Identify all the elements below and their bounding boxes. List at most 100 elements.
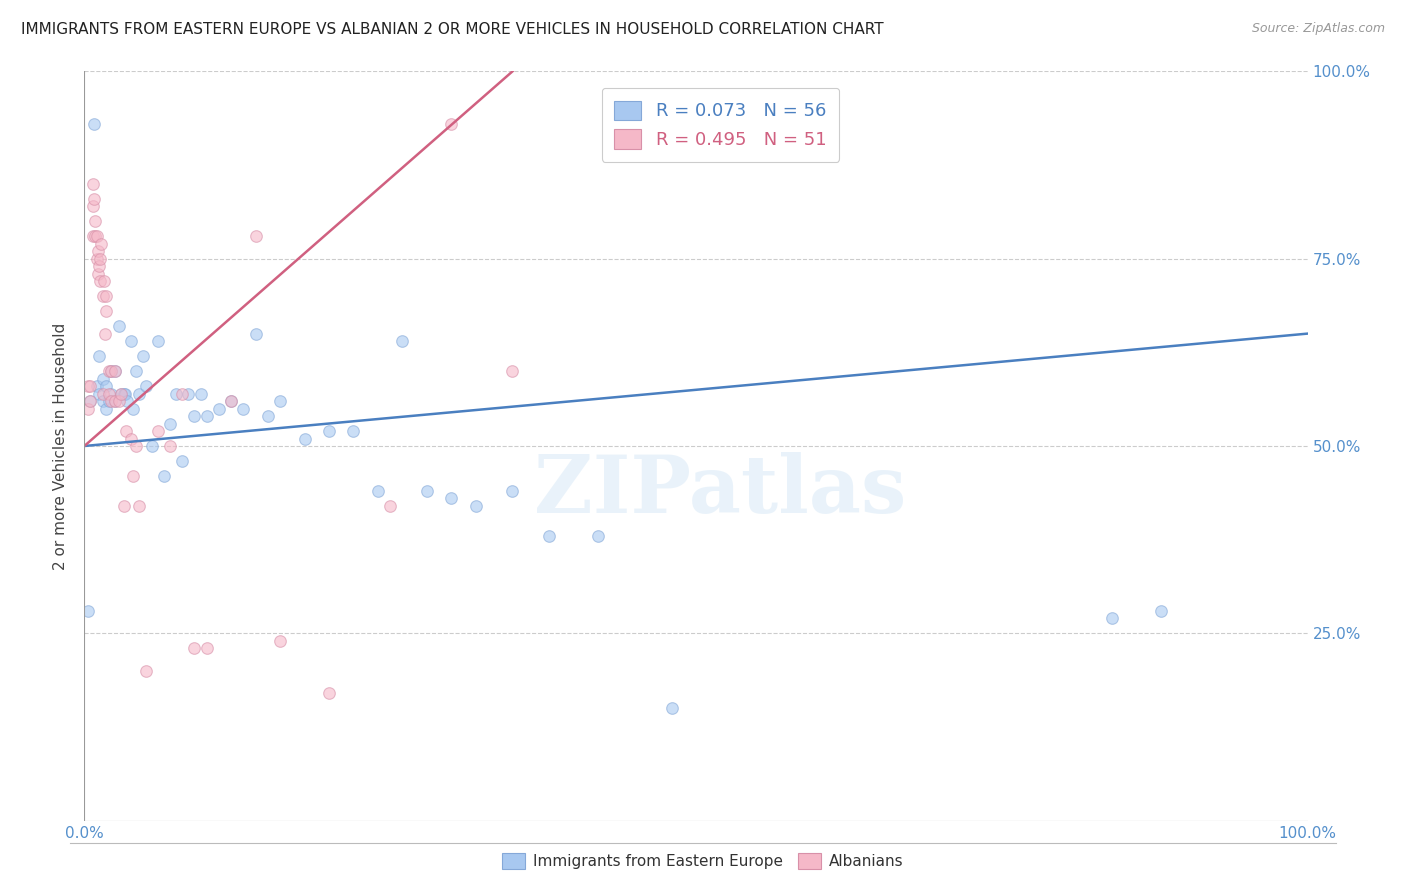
Point — [183, 641, 205, 656]
Point — [104, 364, 127, 378]
Point — [87, 386, 110, 401]
Point — [79, 394, 101, 409]
Point — [380, 499, 402, 513]
Point — [190, 386, 212, 401]
Point — [141, 439, 163, 453]
Point — [107, 394, 129, 409]
Point — [367, 483, 389, 498]
Point — [586, 529, 609, 543]
Point — [94, 326, 117, 341]
Point — [91, 289, 114, 303]
Point — [82, 229, 104, 244]
Point — [245, 326, 267, 341]
Point — [195, 641, 218, 656]
Point — [96, 289, 118, 303]
Point — [83, 192, 105, 206]
Point — [104, 364, 127, 378]
Point — [100, 364, 122, 378]
Text: ZIPatlas: ZIPatlas — [534, 452, 907, 530]
Point — [100, 386, 122, 401]
Point — [208, 401, 231, 416]
Point — [257, 409, 280, 423]
Point — [159, 417, 181, 431]
Point — [87, 259, 110, 273]
Point — [96, 379, 118, 393]
Point — [110, 386, 132, 401]
Point — [1101, 611, 1123, 625]
Point — [79, 394, 101, 409]
Point — [132, 349, 155, 363]
Point — [86, 229, 108, 244]
Point — [87, 267, 110, 281]
Point — [112, 386, 135, 401]
Point — [90, 236, 112, 251]
Point — [120, 334, 142, 348]
Point — [77, 401, 100, 416]
Point — [100, 394, 122, 409]
Point — [77, 604, 100, 618]
Point — [87, 349, 110, 363]
Point — [97, 394, 120, 409]
Point — [112, 499, 135, 513]
Point — [172, 386, 194, 401]
Point — [318, 424, 340, 438]
Point — [107, 319, 129, 334]
Point — [96, 304, 118, 318]
Point — [125, 364, 148, 378]
Point — [183, 409, 205, 423]
Point — [91, 394, 114, 409]
Point — [122, 469, 145, 483]
Point — [91, 371, 114, 385]
Point — [245, 229, 267, 244]
Point — [97, 386, 120, 401]
Point — [104, 394, 127, 409]
Point — [232, 401, 254, 416]
Point — [122, 401, 145, 416]
Point — [97, 364, 120, 378]
Y-axis label: 2 or more Vehicles in Household: 2 or more Vehicles in Household — [53, 322, 69, 570]
Point — [502, 483, 524, 498]
Point — [269, 633, 291, 648]
Point — [146, 334, 169, 348]
Point — [91, 386, 114, 401]
Point — [84, 214, 107, 228]
Point — [82, 199, 104, 213]
Point — [128, 499, 150, 513]
Point — [114, 386, 136, 401]
Point — [86, 252, 108, 266]
Point — [89, 274, 111, 288]
Point — [128, 386, 150, 401]
Point — [464, 499, 486, 513]
Point — [77, 379, 100, 393]
Point — [440, 491, 463, 506]
Text: IMMIGRANTS FROM EASTERN EUROPE VS ALBANIAN 2 OR MORE VEHICLES IN HOUSEHOLD CORRE: IMMIGRANTS FROM EASTERN EUROPE VS ALBANI… — [21, 22, 884, 37]
Point — [89, 252, 111, 266]
Point — [146, 424, 169, 438]
Point — [104, 394, 127, 409]
Point — [82, 177, 104, 191]
Legend: R = 0.073   N = 56, R = 0.495   N = 51: R = 0.073 N = 56, R = 0.495 N = 51 — [602, 88, 839, 162]
Point — [538, 529, 561, 543]
Point — [87, 244, 110, 259]
Text: Source: ZipAtlas.com: Source: ZipAtlas.com — [1251, 22, 1385, 36]
Point — [125, 439, 148, 453]
Point — [219, 394, 242, 409]
Point — [172, 454, 194, 468]
Point — [416, 483, 439, 498]
Point — [86, 379, 108, 393]
Point — [79, 379, 101, 393]
Point — [115, 424, 138, 438]
Point — [219, 394, 242, 409]
Point — [100, 364, 122, 378]
Point — [135, 664, 157, 678]
Point — [318, 686, 340, 700]
Point — [195, 409, 218, 423]
Legend: Immigrants from Eastern Europe, Albanians: Immigrants from Eastern Europe, Albanian… — [496, 847, 910, 875]
Point — [440, 117, 463, 131]
Point — [661, 701, 683, 715]
Point — [269, 394, 291, 409]
Point — [115, 394, 138, 409]
Point — [84, 229, 107, 244]
Point — [294, 432, 316, 446]
Point — [165, 386, 187, 401]
